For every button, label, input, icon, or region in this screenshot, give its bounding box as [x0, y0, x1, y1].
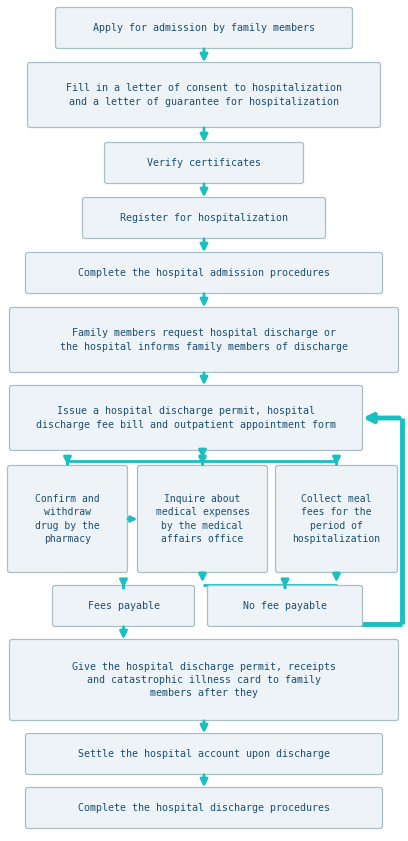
Text: Complete the hospital discharge procedures: Complete the hospital discharge procedur… — [78, 803, 330, 813]
Text: Settle the hospital account upon discharge: Settle the hospital account upon dischar… — [78, 749, 330, 759]
FancyBboxPatch shape — [25, 733, 383, 775]
Text: Family members request hospital discharge or
the hospital informs family members: Family members request hospital discharg… — [60, 328, 348, 352]
FancyBboxPatch shape — [104, 142, 304, 183]
FancyBboxPatch shape — [9, 308, 399, 373]
Text: Give the hospital discharge permit, receipts
and catastrophic illness card to fa: Give the hospital discharge permit, rece… — [72, 662, 336, 698]
Text: Confirm and
withdraw
drug by the
pharmacy: Confirm and withdraw drug by the pharmac… — [35, 495, 100, 544]
FancyBboxPatch shape — [25, 252, 383, 294]
FancyBboxPatch shape — [25, 787, 383, 828]
Text: Issue a hospital discharge permit, hospital
discharge fee bill and outpatient ap: Issue a hospital discharge permit, hospi… — [36, 406, 336, 430]
Text: Complete the hospital admission procedures: Complete the hospital admission procedur… — [78, 268, 330, 278]
FancyBboxPatch shape — [27, 62, 381, 128]
Text: Fill in a letter of consent to hospitalization
and a letter of guarantee for hos: Fill in a letter of consent to hospitali… — [66, 83, 342, 107]
Text: Fees payable: Fees payable — [87, 601, 160, 611]
Text: Register for hospitalization: Register for hospitalization — [120, 213, 288, 223]
FancyBboxPatch shape — [275, 466, 397, 573]
Text: Verify certificates: Verify certificates — [147, 158, 261, 168]
Text: Inquire about
medical expenses
by the medical
affairs office: Inquire about medical expenses by the me… — [155, 495, 250, 544]
FancyBboxPatch shape — [82, 198, 326, 239]
Text: Collect meal
fees for the
period of
hospitalization: Collect meal fees for the period of hosp… — [293, 495, 381, 544]
FancyBboxPatch shape — [137, 466, 268, 573]
Text: Apply for admission by family members: Apply for admission by family members — [93, 23, 315, 33]
FancyBboxPatch shape — [208, 585, 362, 627]
FancyBboxPatch shape — [9, 639, 399, 721]
FancyBboxPatch shape — [55, 8, 353, 49]
FancyBboxPatch shape — [9, 385, 362, 451]
FancyBboxPatch shape — [7, 466, 127, 573]
Text: No fee payable: No fee payable — [243, 601, 327, 611]
FancyBboxPatch shape — [53, 585, 195, 627]
